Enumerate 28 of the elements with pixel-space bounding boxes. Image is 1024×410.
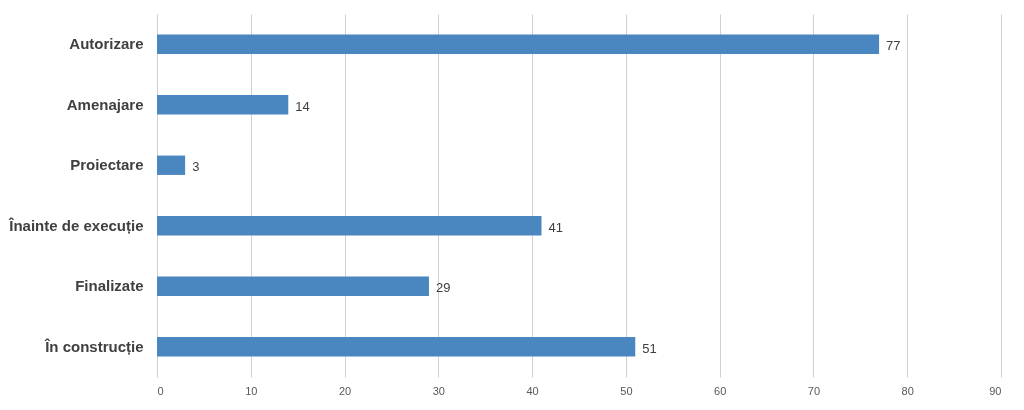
- bar: [157, 34, 880, 54]
- bar: [157, 216, 542, 236]
- y-tick-label: Autorizare: [69, 35, 144, 53]
- bar: [157, 337, 636, 357]
- x-tick-label: 20: [338, 384, 352, 397]
- x-tick-label: 80: [901, 384, 914, 397]
- y-tick-label: Înainte de execuție: [8, 216, 144, 234]
- x-tick-label: 50: [620, 384, 633, 397]
- y-tick-label: Amenajare: [66, 95, 144, 113]
- x-tick-label: 30: [432, 384, 445, 397]
- x-tick-label: 60: [714, 384, 727, 397]
- data-label: 14: [295, 98, 310, 114]
- y-tick-label: În construcție: [44, 337, 144, 355]
- data-label: 29: [435, 280, 451, 296]
- x-tick-label: 90: [989, 384, 1002, 397]
- x-tick-label: 40: [526, 384, 539, 397]
- data-label: 77: [886, 38, 901, 54]
- bar: [157, 155, 186, 175]
- x-tick-label: 10: [245, 384, 258, 397]
- data-label: 3: [192, 159, 200, 175]
- bar: [157, 95, 289, 115]
- data-label: 41: [548, 219, 563, 235]
- y-tick-label: Finalizate: [75, 277, 144, 295]
- x-tick-label: 70: [807, 384, 821, 397]
- x-tick-label: 0: [157, 384, 164, 397]
- bar: [157, 276, 429, 296]
- data-label: 51: [642, 340, 657, 356]
- y-tick-label: Proiectare: [70, 156, 144, 174]
